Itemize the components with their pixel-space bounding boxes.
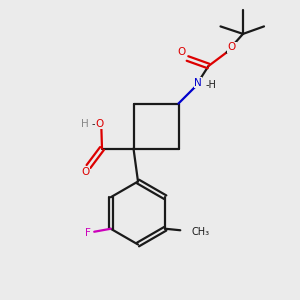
Text: -H: -H <box>205 80 216 90</box>
Text: -: - <box>91 118 95 129</box>
Text: N: N <box>194 77 202 88</box>
Text: O: O <box>177 47 186 57</box>
Text: CH₃: CH₃ <box>192 227 210 237</box>
Text: O: O <box>96 118 104 129</box>
Text: F: F <box>85 228 91 238</box>
Text: O: O <box>228 42 236 52</box>
Text: H: H <box>81 118 89 129</box>
Text: O: O <box>81 167 90 177</box>
